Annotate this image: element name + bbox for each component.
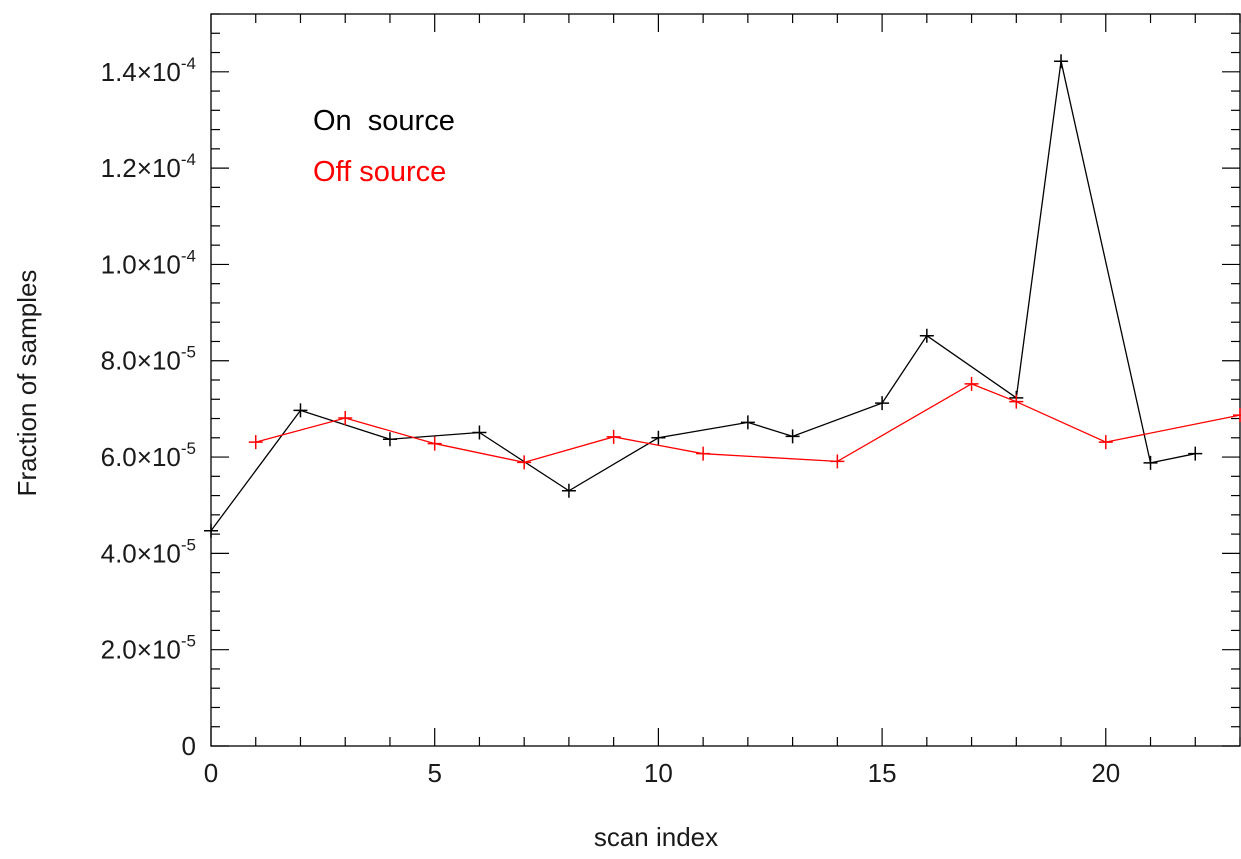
x-tick-label: 20 xyxy=(1091,758,1120,788)
data-point-marker xyxy=(293,403,308,418)
x-tick-label: 5 xyxy=(427,758,441,788)
y-tick-label: 4.0×10-5 xyxy=(101,535,196,568)
y-tick-label: 1.4×10-4 xyxy=(101,54,196,87)
data-point-marker xyxy=(740,415,755,430)
legend-off-source: Off source xyxy=(313,156,446,188)
data-point-marker xyxy=(1188,446,1203,461)
data-point-marker xyxy=(830,454,845,469)
data-point-marker xyxy=(382,432,397,447)
data-point-marker xyxy=(651,430,666,445)
y-tick-label: 1.2×10-4 xyxy=(101,150,196,183)
x-tick-label: 0 xyxy=(204,758,218,788)
data-point-marker xyxy=(1233,408,1241,423)
data-point-marker xyxy=(696,446,711,461)
data-point-marker xyxy=(875,396,890,411)
data-point-marker xyxy=(964,376,979,391)
data-point-marker xyxy=(248,435,263,450)
data-point-marker xyxy=(517,455,532,470)
data-point-marker xyxy=(338,411,353,426)
y-tick-label: 6.0×10-5 xyxy=(101,439,196,472)
y-tick-label: 0 xyxy=(182,731,196,761)
y-tick-label: 2.0×10-5 xyxy=(101,632,196,665)
data-point-marker xyxy=(561,483,576,498)
data-point-marker xyxy=(204,523,218,538)
x-tick-label: 10 xyxy=(644,758,673,788)
data-point-marker xyxy=(785,429,800,444)
y-tick-label: 8.0×10-5 xyxy=(101,343,196,376)
data-point-marker xyxy=(1098,435,1113,450)
legend-on-source: On source xyxy=(313,105,455,137)
x-tick-label: 15 xyxy=(868,758,897,788)
data-point-marker xyxy=(1009,394,1024,409)
series-layer xyxy=(204,54,1241,538)
series-line xyxy=(210,61,1196,532)
data-point-marker xyxy=(606,429,621,444)
data-point-marker xyxy=(427,436,442,451)
x-tick-labels: 0 5 10 15 20 xyxy=(204,758,1120,788)
x-axis-title: scan index xyxy=(594,822,718,852)
series-1 xyxy=(248,376,1241,470)
data-point-marker xyxy=(919,328,934,343)
y-tick-labels: 0 2.0×10-5 4.0×10-5 6.0×10-5 8.0×10-5 1.0×10-… xyxy=(101,54,196,761)
axis-ticks xyxy=(210,13,1241,747)
data-point-marker xyxy=(472,425,487,440)
y-axis-title: Fraction of samples xyxy=(12,270,42,497)
data-point-marker xyxy=(1143,455,1158,470)
series-0 xyxy=(204,54,1203,538)
y-tick-label: 1.0×10-4 xyxy=(101,246,196,279)
data-point-marker xyxy=(1054,54,1069,69)
